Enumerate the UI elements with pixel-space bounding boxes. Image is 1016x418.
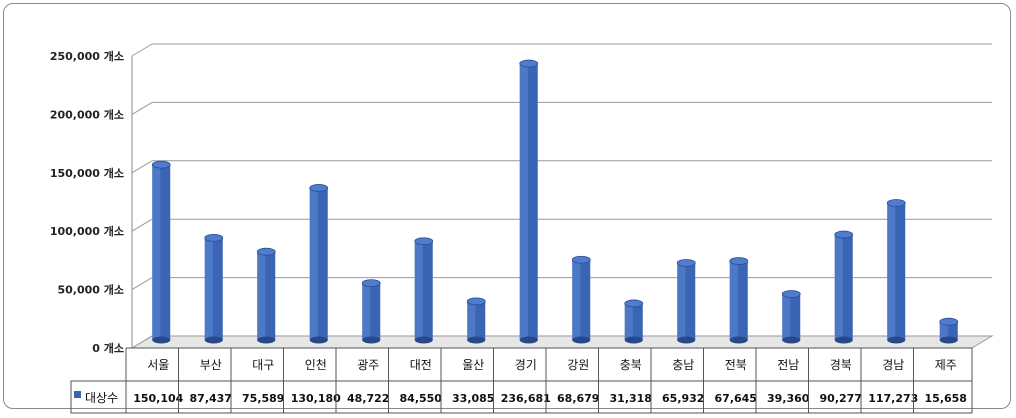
data-label: 75,589 <box>242 392 284 405</box>
bar-highlight-6 <box>467 301 476 340</box>
bar-base-10 <box>677 336 696 344</box>
bar-highlight-7 <box>519 63 528 341</box>
bar-base-3 <box>309 336 328 344</box>
category-label: 대전 <box>410 358 432 372</box>
data-label: 84,550 <box>400 392 443 405</box>
bar-base-0 <box>152 336 171 344</box>
bar-base-6 <box>467 336 486 344</box>
category-label: 전북 <box>725 358 747 372</box>
bar-base-2 <box>257 336 276 344</box>
bar-highlight-4 <box>362 283 371 340</box>
category-label: 충남 <box>672 358 694 372</box>
data-label: 67,645 <box>715 392 757 405</box>
bar-highlight-10 <box>677 262 686 340</box>
category-label: 경남 <box>882 358 904 372</box>
data-label: 117,273 <box>868 392 918 405</box>
bar-top-5 <box>414 237 434 246</box>
bar-base-7 <box>519 336 538 344</box>
gridline-depth <box>131 160 153 174</box>
y-tick-label: 250,000 개소 <box>50 49 124 63</box>
bar-top-0 <box>151 160 171 169</box>
bar-highlight-5 <box>414 241 423 340</box>
bar-highlight-2 <box>257 251 266 340</box>
bar-base-11 <box>729 336 748 344</box>
bar-top-15 <box>939 317 959 326</box>
bar-top-7 <box>519 59 539 68</box>
bar-top-10 <box>676 259 696 267</box>
bar-base-9 <box>624 336 643 344</box>
gridline-depth <box>131 277 153 291</box>
gridline-depth <box>131 218 153 232</box>
bar-base-15 <box>939 336 958 344</box>
bar-base-12 <box>782 336 801 344</box>
category-label: 경기 <box>515 358 537 372</box>
data-label: 236,681 <box>501 392 551 405</box>
bar-highlight-12 <box>782 294 791 340</box>
bar-base-13 <box>834 336 853 344</box>
bar-chart: 0 개소 50,000 개소 100,000 개소 150,000 개소 200,000… <box>50 43 994 414</box>
data-label: 31,318 <box>610 392 652 405</box>
bar-base-1 <box>204 336 223 344</box>
bar-highlight-14 <box>887 203 896 340</box>
data-label: 48,722 <box>347 392 389 405</box>
category-label: 부산 <box>200 358 222 372</box>
y-tick-label: 100,000 개소 <box>50 224 124 238</box>
bar-top-14 <box>886 199 906 207</box>
bar-top-6 <box>466 297 486 306</box>
data-label: 65,932 <box>662 392 704 405</box>
bar-top-1 <box>204 233 224 242</box>
category-label: 충북 <box>620 358 642 372</box>
data-label: 150,104 <box>133 392 183 405</box>
category-label: 전남 <box>777 358 799 372</box>
category-label: 경북 <box>830 358 852 372</box>
y-tick-label: 50,000 개소 <box>57 283 124 297</box>
bar-base-4 <box>362 336 381 344</box>
bar-highlight-3 <box>309 187 318 340</box>
category-label: 울산 <box>462 358 484 372</box>
bar-top-2 <box>256 247 276 256</box>
bar-highlight-15 <box>939 321 948 340</box>
bar-highlight-1 <box>204 237 213 340</box>
bar-highlight-0 <box>152 164 161 340</box>
data-label: 130,180 <box>291 392 341 405</box>
data-label: 68,679 <box>557 392 599 405</box>
bar-base-14 <box>887 336 906 344</box>
bar-top-4 <box>361 279 381 287</box>
data-label: 33,085 <box>452 392 494 405</box>
gridline-depth <box>131 101 153 115</box>
bar-highlight-9 <box>624 303 633 340</box>
chart-frame: 0 개소 50,000 개소 100,000 개소 150,000 개소 200,000… <box>3 3 1011 414</box>
category-label: 강원 <box>567 358 589 372</box>
data-label: 39,360 <box>767 392 810 405</box>
bar-highlight-8 <box>572 259 581 340</box>
bar-top-8 <box>571 255 591 264</box>
bar-base-5 <box>414 336 433 344</box>
legend-label: 대상수 <box>85 391 118 405</box>
gridline-depth <box>131 335 153 349</box>
bar-highlight-11 <box>729 260 738 340</box>
gridline-depth <box>131 43 153 57</box>
data-label: 87,437 <box>190 392 232 405</box>
category-label: 서울 <box>147 358 169 372</box>
category-label: 광주 <box>357 358 379 372</box>
y-tick-label: 200,000 개소 <box>50 107 124 121</box>
bar-top-9 <box>624 299 644 308</box>
data-label: 90,277 <box>820 392 862 405</box>
legend-swatch <box>74 391 81 398</box>
bar-top-11 <box>729 257 749 265</box>
category-label: 인천 <box>305 357 327 372</box>
y-tick-label: 0 개소 <box>92 341 124 355</box>
category-label: 제주 <box>935 358 957 372</box>
bar-top-12 <box>781 290 801 298</box>
data-label: 15,658 <box>925 392 967 405</box>
bar-top-13 <box>834 230 854 239</box>
bar-base-8 <box>572 336 591 344</box>
bar-top-3 <box>309 184 329 192</box>
category-label: 대구 <box>252 358 274 372</box>
plot-back-wall <box>152 44 992 336</box>
y-tick-label: 150,000 개소 <box>50 166 124 180</box>
bar-highlight-13 <box>834 234 843 340</box>
